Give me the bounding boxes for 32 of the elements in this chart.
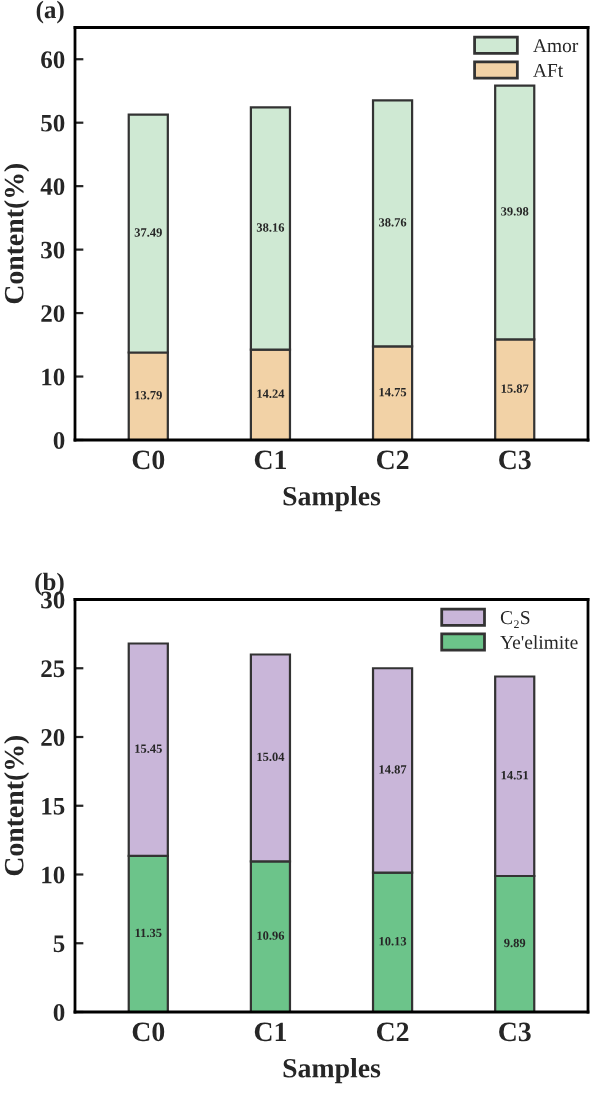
x-tick-label: C1 (254, 1022, 286, 1042)
x-axis-title: Samples (283, 1058, 381, 1084)
y-tick-label: 40 (40, 178, 65, 196)
y-tick-label: 50 (41, 114, 65, 132)
legend-label: C₂S (500, 611, 530, 628)
y-tick-label: 20 (41, 305, 65, 322)
x-axis-title: Samples (283, 486, 381, 512)
y-tick-label: 30 (41, 591, 65, 609)
x-tick-label: C0 (132, 1022, 165, 1042)
y-tick-label: 10 (42, 866, 65, 884)
x-tick-label: C3 (499, 450, 531, 470)
y-tick-label: 0 (53, 1004, 65, 1021)
y-tick-label: 25 (41, 660, 65, 678)
x-tick-label: C2 (376, 1022, 409, 1042)
text: (a) (36, 0, 64, 24)
x-tick-label: C1 (254, 450, 286, 470)
y-tick-label: 15 (42, 797, 65, 815)
legend-label: Amor (533, 39, 579, 53)
legend-label: AFt (533, 63, 564, 77)
y-tick-label: 30 (41, 241, 65, 259)
y-tick-label: 20 (41, 729, 65, 746)
y-tick-label: 60 (41, 51, 65, 69)
x-tick-label: C3 (499, 1022, 531, 1042)
y-axis-title: Content(%) (3, 163, 30, 304)
y-axis-title: Content(%) (3, 735, 30, 876)
legend-label: Ye'elimite (500, 635, 578, 649)
y-tick-label: 0 (53, 432, 65, 449)
x-tick-label: C2 (376, 450, 409, 470)
y-tick-label: 5 (53, 935, 65, 953)
text: (b) (35, 572, 64, 596)
x-tick-label: C0 (132, 450, 165, 470)
y-tick-label: 10 (42, 368, 65, 386)
